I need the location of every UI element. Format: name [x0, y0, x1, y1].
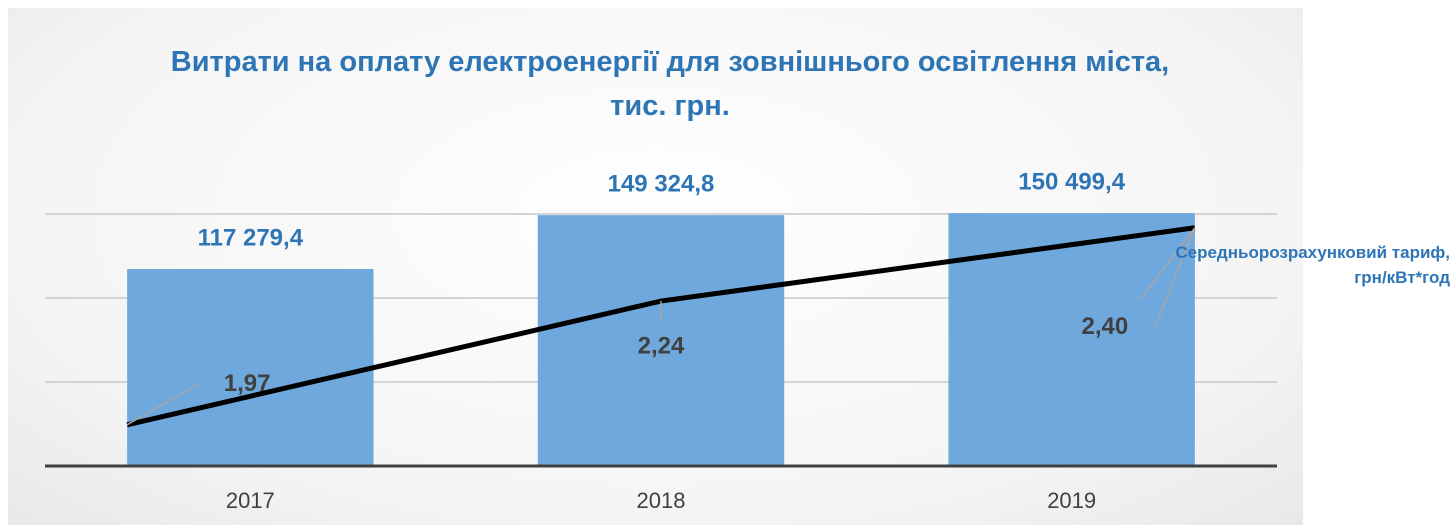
data-label: 117 279,4	[198, 224, 304, 251]
series-label: Середньорозрахунковий тариф, грн/кВт*год	[1175, 243, 1450, 287]
data-label: 149 324,8	[608, 170, 715, 197]
leader-line	[126, 384, 198, 426]
x-tick-label: 2017	[226, 488, 275, 513]
data-label: 2,40	[1082, 313, 1129, 340]
leader-line	[1139, 227, 1196, 301]
bar	[948, 213, 1195, 466]
x-tick-label: 2019	[1047, 488, 1096, 513]
bar	[537, 215, 785, 466]
bar	[127, 268, 374, 466]
data-label: 1,97	[224, 370, 271, 397]
chart-title: Витрати на оплату електроенергії для зов…	[170, 46, 1170, 122]
data-label: 150 499,4	[1018, 169, 1125, 196]
data-label: 2,24	[638, 332, 685, 359]
x-tick-label: 2018	[637, 488, 686, 513]
leader-line	[1154, 227, 1196, 329]
